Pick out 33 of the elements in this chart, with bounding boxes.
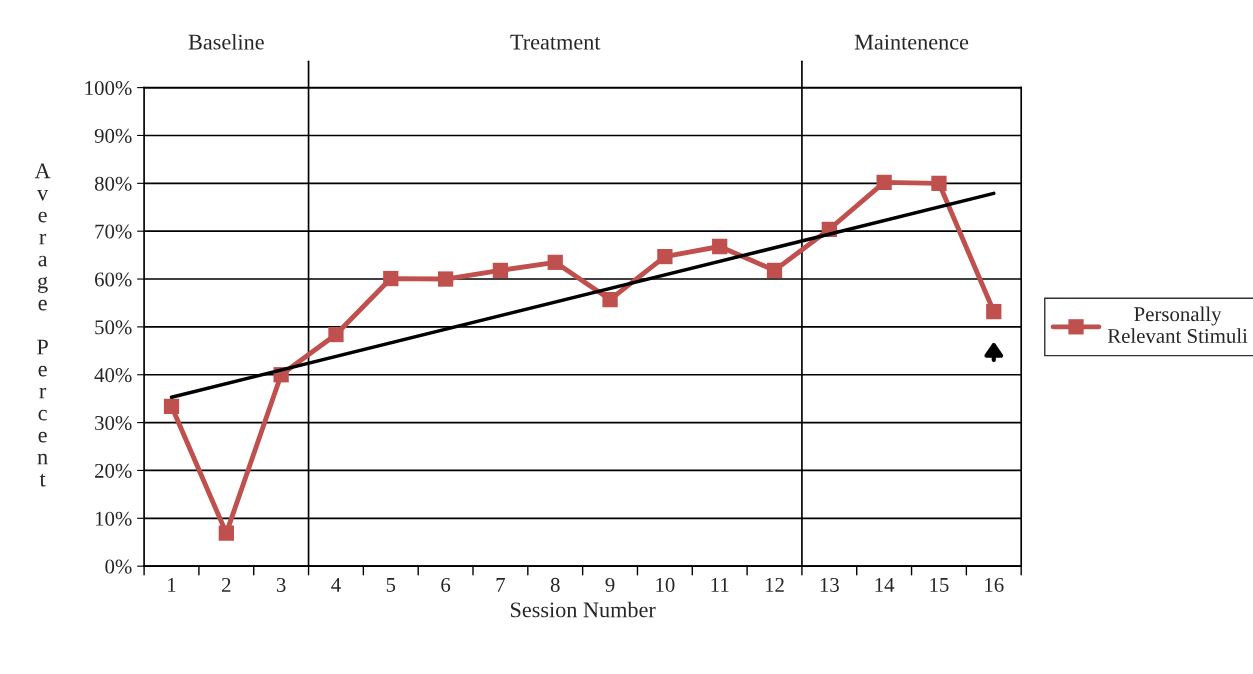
x-tick-label: 2	[222, 577, 231, 592]
y-tick-label: 10%	[95, 511, 132, 526]
x-tick-label: 12	[765, 577, 784, 592]
x-tick-label: 7	[496, 578, 506, 592]
x-tick-label: 1	[168, 577, 176, 592]
x-tick-label: 4	[331, 578, 341, 592]
y-tick-label: 90%	[94, 128, 132, 143]
legend-label: Personally Relevant Stimuli	[1107, 306, 1248, 344]
x-tick-label: 3	[276, 577, 286, 592]
y-tick-label: 50%	[95, 320, 132, 335]
y-tick-label: 70%	[95, 224, 132, 239]
x-tick-label: 8	[550, 577, 560, 592]
y-tick-label: 30%	[95, 415, 132, 431]
x-tick-label: 16	[985, 577, 1004, 592]
x-tick-label: 5	[386, 578, 396, 592]
x-tick-label: 13	[820, 577, 839, 592]
text: Treatment	[510, 34, 601, 50]
x-axis-title: Session Number	[510, 601, 656, 618]
y-tick-label: 60%	[95, 272, 132, 287]
x-tick-label: 10	[656, 577, 675, 592]
x-tick-label: 9	[605, 577, 615, 592]
x-tick-label: 6	[441, 577, 451, 592]
x-tick-label: 14	[875, 577, 895, 592]
x-tick-label: 15	[930, 577, 949, 592]
text: Baseline	[188, 33, 264, 50]
text: Average Percent	[34, 163, 51, 487]
x-tick-label: 11	[711, 577, 729, 592]
text: Maintenence	[854, 34, 969, 50]
y-tick-label: 0%	[105, 559, 132, 574]
y-tick-label: 80%	[94, 176, 132, 191]
y-tick-label: 40%	[94, 368, 132, 383]
y-tick-label: 100%	[85, 80, 132, 96]
y-tick-label: 20%	[95, 463, 132, 478]
